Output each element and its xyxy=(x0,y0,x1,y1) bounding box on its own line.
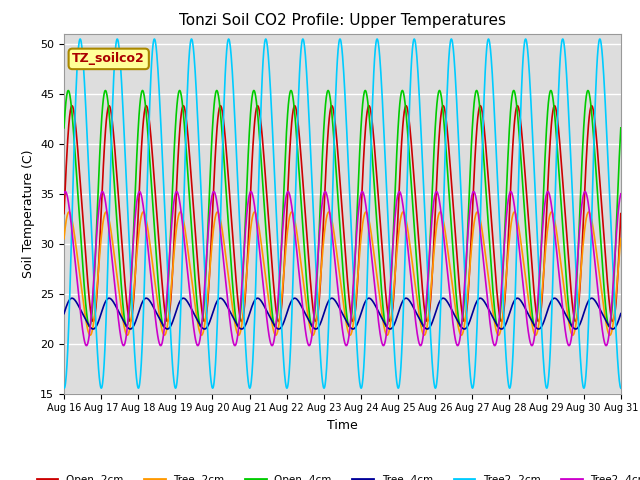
Text: TZ_soilco2: TZ_soilco2 xyxy=(72,52,145,65)
Y-axis label: Soil Temperature (C): Soil Temperature (C) xyxy=(22,149,35,278)
X-axis label: Time: Time xyxy=(327,419,358,432)
Title: Tonzi Soil CO2 Profile: Upper Temperatures: Tonzi Soil CO2 Profile: Upper Temperatur… xyxy=(179,13,506,28)
Legend: Open -2cm, Tree -2cm, Open -4cm, Tree -4cm, Tree2 -2cm, Tree2 -4cm: Open -2cm, Tree -2cm, Open -4cm, Tree -4… xyxy=(33,471,640,480)
